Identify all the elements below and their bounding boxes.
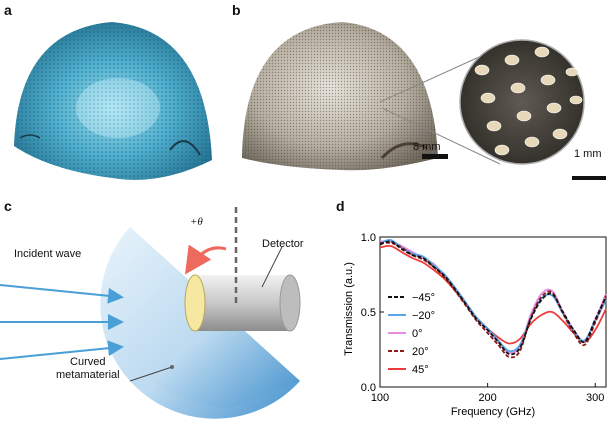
rotation-arc: [185, 244, 227, 275]
y-tick-label: 0.5: [361, 307, 376, 319]
detector-label: Detector: [262, 238, 304, 250]
panel-b-photo: [242, 22, 606, 180]
panel-letter-a: a: [4, 2, 12, 18]
wave-arrow: [0, 284, 124, 304]
scale-bar-main: [422, 154, 448, 159]
scale-bar-inset: [572, 176, 606, 180]
panel-letter-c: c: [4, 198, 12, 214]
y-tick-label: 0.0: [361, 382, 376, 394]
series-line-0: [379, 240, 607, 356]
curved-label-line1: Curved: [70, 356, 106, 368]
detector-leader: [261, 246, 283, 288]
detector-cylinder: [184, 274, 301, 332]
legend-label-1: −20°: [412, 310, 435, 322]
zoom-inset: [459, 39, 585, 165]
theta-label: +θ: [190, 216, 203, 228]
curved-metamaterial-label: Curved metamaterial: [56, 356, 120, 382]
panel-c-schematic: [0, 207, 301, 419]
scale-label-inset: 1 mm: [574, 148, 602, 160]
legend-label-2: 0°: [412, 328, 423, 340]
x-tick-label: 100: [371, 392, 389, 404]
y-tick-label: 1.0: [361, 232, 376, 244]
legend-label-3: 20°: [412, 346, 429, 358]
x-axis-label: Frequency (GHz): [451, 406, 535, 418]
legend-label-4: 45°: [412, 364, 429, 376]
wave-arrow: [0, 340, 124, 360]
inset-pillars: [474, 46, 583, 156]
series-line-3: [379, 241, 607, 359]
incident-wave-label: Incident wave: [14, 248, 82, 260]
x-tick-label: 200: [478, 392, 496, 404]
curved-label-line2: metamaterial: [56, 369, 120, 381]
panel-letter-d: d: [336, 198, 345, 214]
panel-a-dome-illustration: [14, 22, 212, 180]
x-tick-label: 300: [586, 392, 604, 404]
transmission-chart: 0.0 0.5 1.0 100 200 300 −45° −20° 0° 20° 45° Trans…: [343, 232, 607, 418]
scale-label-main: 8 mm: [413, 141, 441, 153]
plot-area: 0.0 0.5 1.0 100 200 300 −45° −20° 0° 20° 45°: [361, 232, 607, 404]
legend-label-0: −45°: [412, 292, 435, 304]
y-axis-label: Transmission (a.u.): [343, 262, 355, 356]
panel-letter-b: b: [232, 2, 241, 18]
metamaterial-leader: [129, 366, 173, 382]
